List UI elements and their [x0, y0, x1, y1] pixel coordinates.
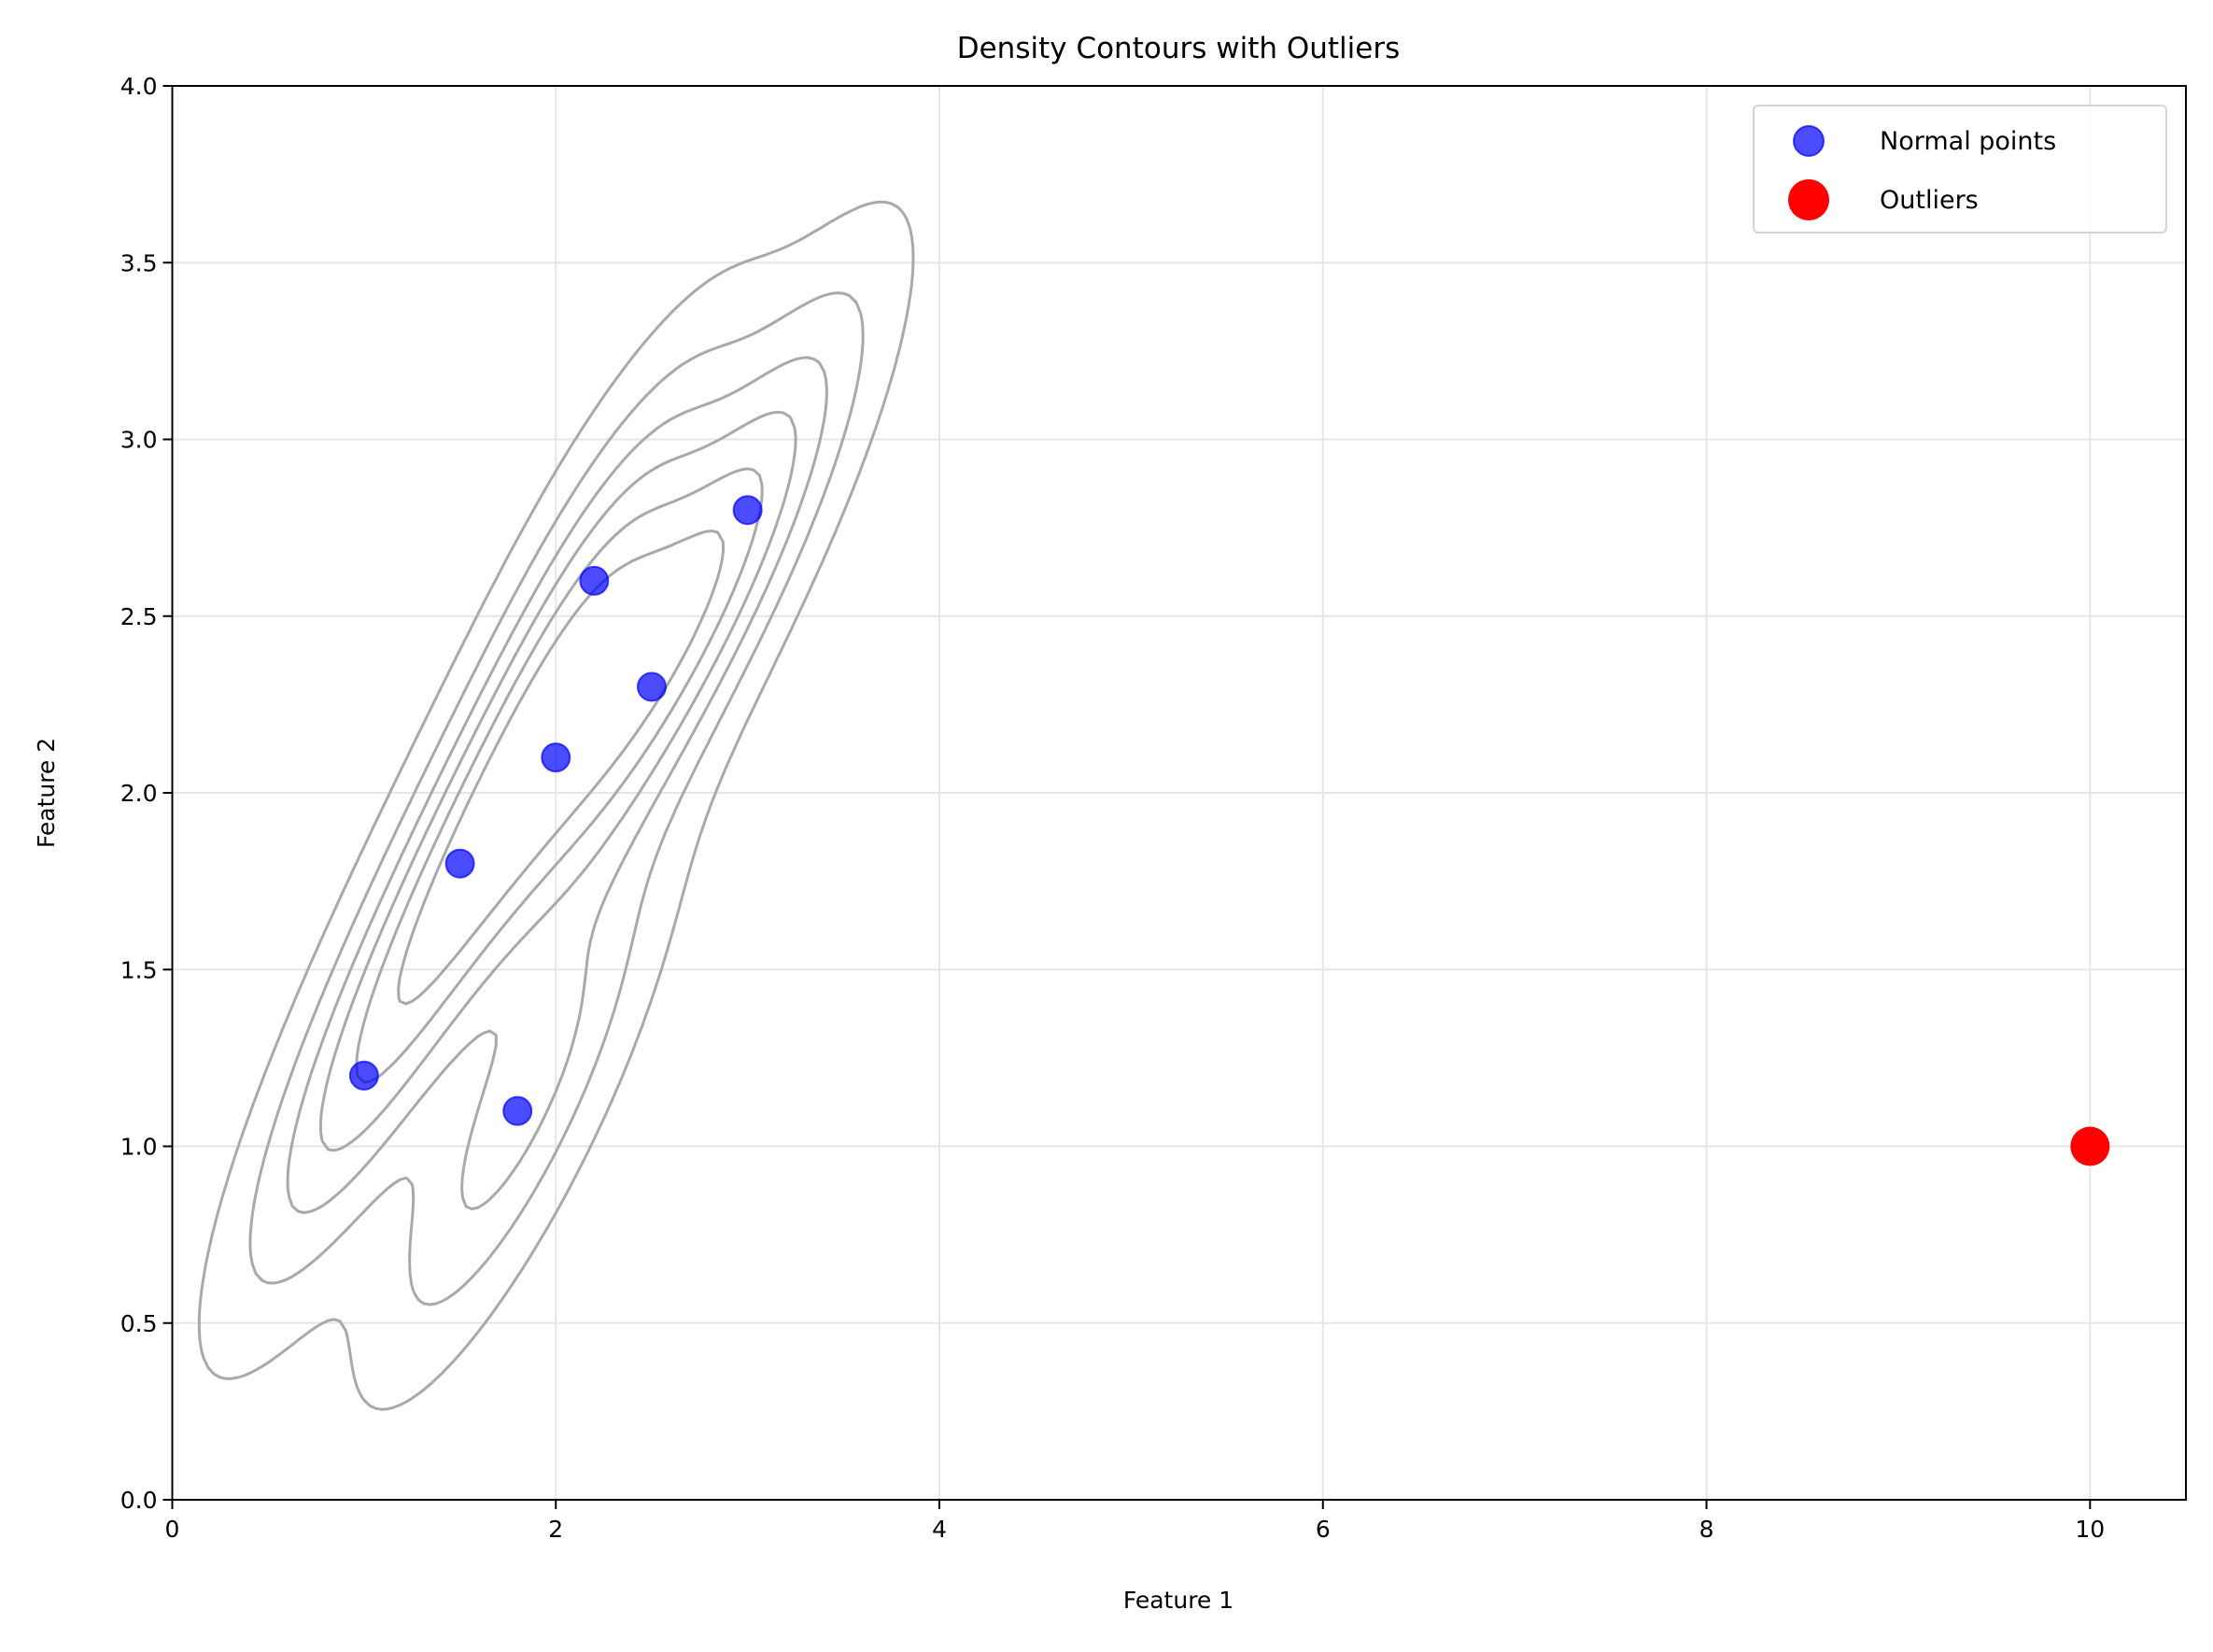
x-tick-label: 0	[165, 1516, 180, 1543]
x-axis-label: Feature 1	[1123, 1587, 1233, 1614]
grid	[171, 85, 2186, 1501]
y-axis-label: Feature 2	[33, 738, 60, 848]
normal-point	[502, 1095, 533, 1126]
legend-frame	[1753, 105, 2167, 233]
density-contours	[197, 200, 915, 1411]
legend-marker-outliers	[1788, 179, 1829, 220]
normal-point	[541, 742, 571, 773]
outlier-point	[2070, 1126, 2110, 1166]
contour-line	[248, 291, 865, 1306]
contour-line	[197, 200, 915, 1411]
y-tick-label: 1.5	[120, 956, 158, 983]
scatter-points	[348, 495, 2110, 1166]
x-tick-label: 6	[1316, 1516, 1331, 1543]
contour-line	[355, 467, 764, 1084]
y-tick-label: 2.5	[120, 603, 158, 630]
legend-label-outliers: Outliers	[1880, 186, 1979, 215]
contour-line	[318, 410, 797, 1152]
y-axis: 0.0 0.5 1.0 1.5 2.0 2.5 3.0 3.5 4.0	[120, 73, 173, 1514]
legend-label-normal-points: Normal points	[1880, 127, 2056, 156]
contour-line	[397, 529, 726, 1006]
contour-line	[286, 356, 828, 1214]
y-tick-label: 1.0	[120, 1134, 158, 1161]
x-tick-label: 8	[1699, 1516, 1714, 1543]
y-tick-label: 4.0	[120, 73, 158, 100]
y-tick-label: 0.0	[120, 1487, 158, 1514]
normal-point	[348, 1060, 379, 1091]
y-tick-label: 3.5	[120, 249, 158, 276]
x-tick-label: 10	[2075, 1516, 2105, 1543]
x-tick-label: 4	[932, 1516, 947, 1543]
y-tick-label: 3.0	[120, 427, 158, 454]
normal-point	[579, 565, 610, 596]
normal-point	[444, 848, 475, 879]
chart-title: Density Contours with Outliers	[957, 32, 1401, 65]
x-tick-label: 2	[548, 1516, 563, 1543]
normal-point	[636, 671, 667, 702]
y-tick-label: 0.5	[120, 1310, 158, 1337]
normal-point	[732, 495, 763, 526]
legend: Normal points Outliers	[1753, 105, 2167, 233]
y-tick-label: 2.0	[120, 780, 158, 807]
legend-marker-normal-points	[1793, 125, 1825, 157]
x-axis: 0 2 4 6 8 10	[165, 1500, 2105, 1543]
